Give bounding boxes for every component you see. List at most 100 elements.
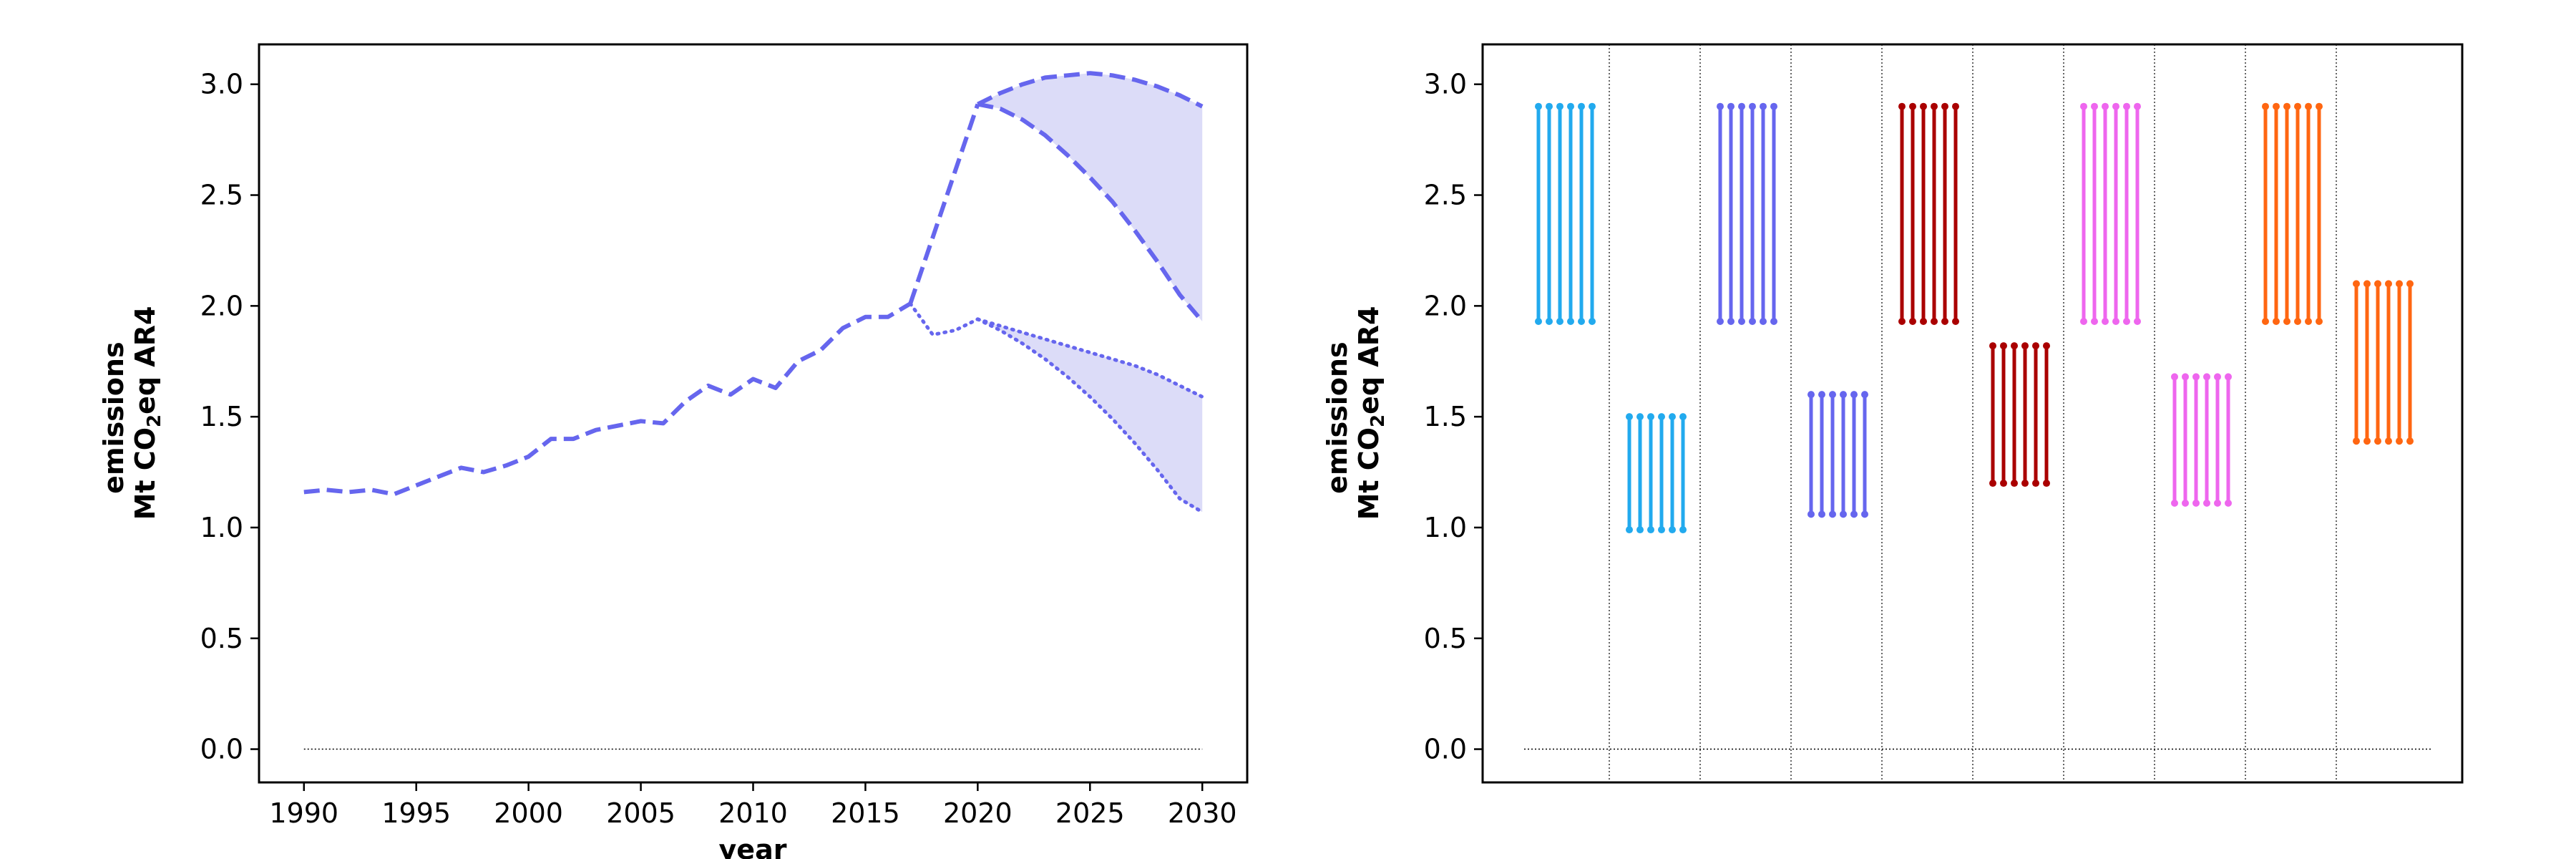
- range-top-marker: [1770, 102, 1777, 110]
- range-group: [2171, 373, 2232, 507]
- emission-series-lines: [303, 71, 1204, 514]
- range-top-marker: [2294, 102, 2301, 110]
- range-bottom-marker: [2182, 499, 2189, 507]
- range-top-marker: [2305, 102, 2312, 110]
- y-tick-label: 0.5: [1424, 623, 1467, 654]
- range-bottom-marker: [2262, 318, 2269, 326]
- x-tick-label: 2010: [718, 797, 788, 829]
- range-bottom-marker: [2396, 437, 2403, 445]
- x-tick-label: 1995: [381, 797, 451, 829]
- range-top-marker: [2011, 342, 2018, 350]
- historical-emissions-line: [303, 301, 912, 497]
- y-tick-label: 1.5: [200, 401, 243, 432]
- range-top-marker: [1840, 391, 1847, 399]
- y-tick-label: 2.5: [200, 180, 243, 211]
- left-x-axis-label: year: [719, 834, 787, 859]
- range-top-marker: [1931, 102, 1938, 110]
- range-bottom-marker: [2294, 318, 2301, 326]
- range-top-marker: [1861, 391, 1868, 399]
- range-bottom-marker: [1818, 510, 1825, 518]
- range-bottom-marker: [2374, 437, 2381, 445]
- range-bottom-marker: [1669, 526, 1676, 534]
- dotted-upper-line: [975, 317, 1204, 399]
- range-bottom-marker: [1931, 318, 1938, 326]
- range-bottom-marker: [1578, 318, 1585, 326]
- range-bottom-marker: [1546, 318, 1553, 326]
- y-tick-label: 0.5: [200, 623, 243, 654]
- right-plot-frame: [1481, 43, 2464, 784]
- range-bottom-marker: [2273, 318, 2280, 326]
- range-bottom-marker: [1556, 318, 1563, 326]
- range-top-marker: [1556, 102, 1563, 110]
- range-top-marker: [1807, 391, 1815, 399]
- dotted-range-fill: [977, 319, 1203, 513]
- emissions-range-chart: 0.0 0.5 1.0 1.5 2.0 2.5 3.0 emissions Mt CO2eq…: [1322, 43, 2464, 784]
- dashed-lower-line: [977, 102, 1204, 323]
- range-bottom-marker: [1989, 480, 1996, 487]
- range-bottom-marker: [2406, 437, 2414, 445]
- range-group: [2353, 280, 2414, 445]
- range-top-marker: [2102, 102, 2109, 110]
- range-bottom-marker: [2112, 318, 2119, 326]
- emissions-timeseries-chart: 0.0 0.5 1.0 1.5 2.0 2.5 3.0 1990 1995 2000 2005 20…: [98, 43, 1249, 859]
- range-top-marker: [2123, 102, 2130, 110]
- range-top-marker: [2385, 280, 2392, 288]
- range-top-marker: [1727, 102, 1735, 110]
- range-top-marker: [1920, 102, 1927, 110]
- range-bottom-marker: [2316, 318, 2323, 326]
- range-bottom-marker: [1636, 526, 1644, 534]
- range-top-marker: [2171, 373, 2178, 381]
- range-group: [1807, 391, 1868, 518]
- range-top-marker: [1829, 391, 1836, 399]
- y-tick-label: 2.0: [200, 290, 243, 321]
- range-bottom-marker: [1861, 510, 1868, 518]
- range-top-marker: [2316, 102, 2323, 110]
- range-top-marker: [2214, 373, 2221, 381]
- range-bottom-marker: [2032, 480, 2039, 487]
- range-top-marker: [1760, 102, 1767, 110]
- dashed-range-fill: [977, 73, 1203, 321]
- right-y-axis-label: emissions Mt CO2eq AR4: [1322, 306, 1389, 520]
- range-top-marker: [2273, 102, 2280, 110]
- range-top-marker: [2021, 342, 2029, 350]
- range-top-marker: [1898, 102, 1906, 110]
- left-x-axis-ticks: 1990 1995 2000 2005 2010 2015 2020 2025 2030: [269, 782, 1237, 829]
- range-bottom-marker: [2192, 499, 2200, 507]
- x-tick-label: 2020: [943, 797, 1013, 829]
- range-bottom-marker: [2123, 318, 2130, 326]
- left-y-axis-label-line1: emissions: [98, 341, 130, 493]
- dotted-path-line: [908, 301, 980, 337]
- range-bottom-marker: [1727, 318, 1735, 326]
- range-top-marker: [1636, 413, 1644, 421]
- right-y-axis-ticks: 0.0 0.5 1.0 1.5 2.0 2.5 3.0: [1424, 69, 1483, 765]
- range-bottom-marker: [2203, 499, 2210, 507]
- range-top-marker: [1669, 413, 1676, 421]
- dashed-path-line: [908, 103, 980, 305]
- group-separators: [1609, 44, 2337, 782]
- range-bottom-marker: [1760, 318, 1767, 326]
- range-top-marker: [1941, 102, 1948, 110]
- range-group: [1898, 102, 1959, 326]
- range-bottom-marker: [2353, 437, 2360, 445]
- range-bottom-marker: [2091, 318, 2098, 326]
- range-top-marker: [2134, 102, 2141, 110]
- range-top-marker: [1909, 102, 1916, 110]
- range-top-marker: [2283, 102, 2290, 110]
- range-top-marker: [2203, 373, 2210, 381]
- range-bottom-marker: [1941, 318, 1948, 326]
- range-bottom-marker: [2134, 318, 2141, 326]
- range-top-marker: [1989, 342, 1996, 350]
- range-bottom-marker: [1807, 510, 1815, 518]
- range-bottom-marker: [2102, 318, 2109, 326]
- range-bottom-marker: [2000, 480, 2007, 487]
- range-bottom-marker: [2385, 437, 2392, 445]
- range-bottom-marker: [1952, 318, 1959, 326]
- range-bottom-marker: [2225, 499, 2232, 507]
- range-top-marker: [2262, 102, 2269, 110]
- range-top-marker: [2225, 373, 2232, 381]
- range-top-marker: [1589, 102, 1596, 110]
- range-bottom-marker: [1589, 318, 1596, 326]
- range-bottom-marker: [1738, 318, 1745, 326]
- range-top-marker: [2363, 280, 2371, 288]
- range-group: [1626, 413, 1687, 534]
